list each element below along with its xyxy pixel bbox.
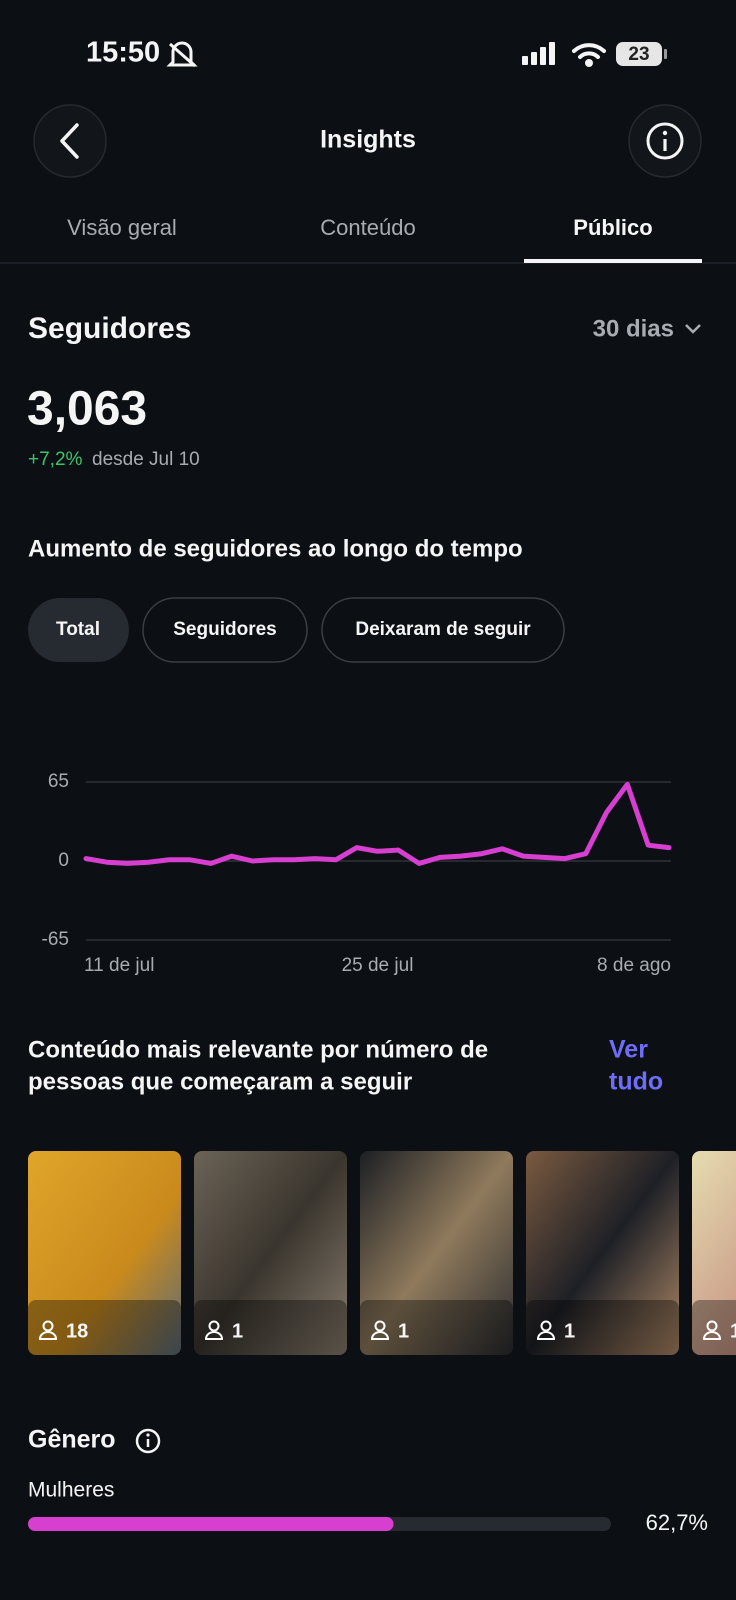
chart-title: Aumento de seguidores ao longo do tempo: [28, 535, 523, 562]
gender-info-dot: [146, 1433, 150, 1437]
filter-pill-active[interactable]: [28, 598, 129, 662]
battery-level: 23: [628, 44, 649, 65]
thumbnail-image: [28, 1151, 181, 1355]
y-tick-label: 65: [48, 771, 69, 792]
follow-icon-body: [38, 1331, 58, 1340]
x-tick-label: 11 de jul: [84, 955, 154, 976]
follow-icon-head: [42, 1320, 54, 1332]
thumbnail-shade: [28, 1300, 181, 1355]
thumbnail-shade: [194, 1300, 347, 1355]
status-time: 15:50: [86, 37, 160, 69]
filter-label: Total: [56, 619, 100, 640]
follower-change: +7,2%: [28, 449, 83, 470]
gender-label: Mulheres: [28, 1479, 114, 1502]
signal-icon: [522, 42, 555, 65]
filter-label: Seguidores: [173, 619, 276, 640]
thumbnail-image: [526, 1151, 679, 1355]
follow-icon-body: [702, 1331, 722, 1340]
section-title: Seguidores: [28, 312, 191, 345]
line-chart: -65 0 65 11 de jul 25 de jul 8 de ago: [42, 771, 672, 976]
data-line: [83, 781, 672, 866]
filter-label: Deixaram de seguir: [355, 619, 531, 640]
follow-icon-head: [208, 1320, 220, 1332]
follow-count: 1: [730, 1320, 736, 1342]
see-all-link[interactable]: tudo: [609, 1068, 663, 1096]
follow-count: 1: [398, 1320, 409, 1342]
tab-indicator: [524, 259, 702, 263]
period-selector[interactable]: 30 dias: [593, 315, 674, 342]
y-tick-label: 0: [58, 850, 69, 871]
content-thumbnail[interactable]: 1: [692, 1151, 736, 1355]
thumbnail-image: [360, 1151, 513, 1355]
thumbnail-shade: [360, 1300, 513, 1355]
content-title: Conteúdo mais relevante por número de: [28, 1036, 488, 1063]
follow-count: 1: [232, 1320, 243, 1342]
x-tick-label: 25 de jul: [342, 955, 414, 976]
y-tick-label: -65: [42, 929, 69, 950]
content-thumbnail[interactable]: 18: [28, 1151, 181, 1355]
see-all-link[interactable]: Ver: [609, 1036, 648, 1064]
thumbnail-shade: [692, 1300, 736, 1355]
follow-icon-head: [540, 1320, 552, 1332]
content-title: pessoas que começaram a seguir: [28, 1068, 412, 1095]
thumbnail-image: [692, 1151, 736, 1355]
filter-pill[interactable]: [142, 597, 308, 663]
battery-tip: [664, 49, 667, 59]
follower-count: 3,063: [27, 383, 147, 436]
content-thumbnail[interactable]: 1: [360, 1151, 513, 1355]
header-title: Insights: [320, 126, 416, 154]
thumbnail-image: [194, 1151, 347, 1355]
follow-icon-head: [706, 1320, 718, 1332]
follow-count: 18: [66, 1320, 88, 1342]
back-button[interactable]: [33, 104, 107, 178]
bar-value-label: 62,7%: [646, 1510, 708, 1535]
tab[interactable]: Visão geral: [67, 215, 177, 240]
tab[interactable]: Conteúdo: [320, 215, 415, 240]
follow-icon-body: [536, 1331, 556, 1340]
battery-icon: [616, 42, 662, 66]
tab-active[interactable]: Público: [573, 215, 652, 240]
gender-bars: Mulheres 62,7%: [28, 1479, 708, 1535]
content-carousel: 18 1 1 1 1: [28, 1151, 736, 1355]
follow-icon-body: [370, 1331, 390, 1340]
content-thumbnail[interactable]: 1: [526, 1151, 679, 1355]
info-dot: [662, 130, 668, 136]
carousel-track: 18 1 1 1 1: [28, 1151, 736, 1355]
wifi-icon: [572, 43, 606, 67]
back-icon: [60, 123, 79, 159]
x-tick-label: 8 de ago: [597, 955, 671, 976]
bar: [28, 1517, 394, 1531]
dropdown-icon: [685, 324, 701, 334]
filter-pill[interactable]: [321, 597, 565, 663]
follow-icon-body: [204, 1331, 224, 1340]
info-icon: [646, 122, 684, 160]
follow-icon-head: [374, 1320, 386, 1332]
follow-count: 1: [564, 1320, 575, 1342]
follower-since: desde Jul 10: [92, 449, 200, 470]
content-thumbnail[interactable]: 1: [194, 1151, 347, 1355]
gender-title: Gênero: [28, 1426, 116, 1454]
gender-info-icon[interactable]: [135, 1428, 161, 1454]
thumbnail-shade: [526, 1300, 679, 1355]
mute-icon: [166, 41, 198, 68]
